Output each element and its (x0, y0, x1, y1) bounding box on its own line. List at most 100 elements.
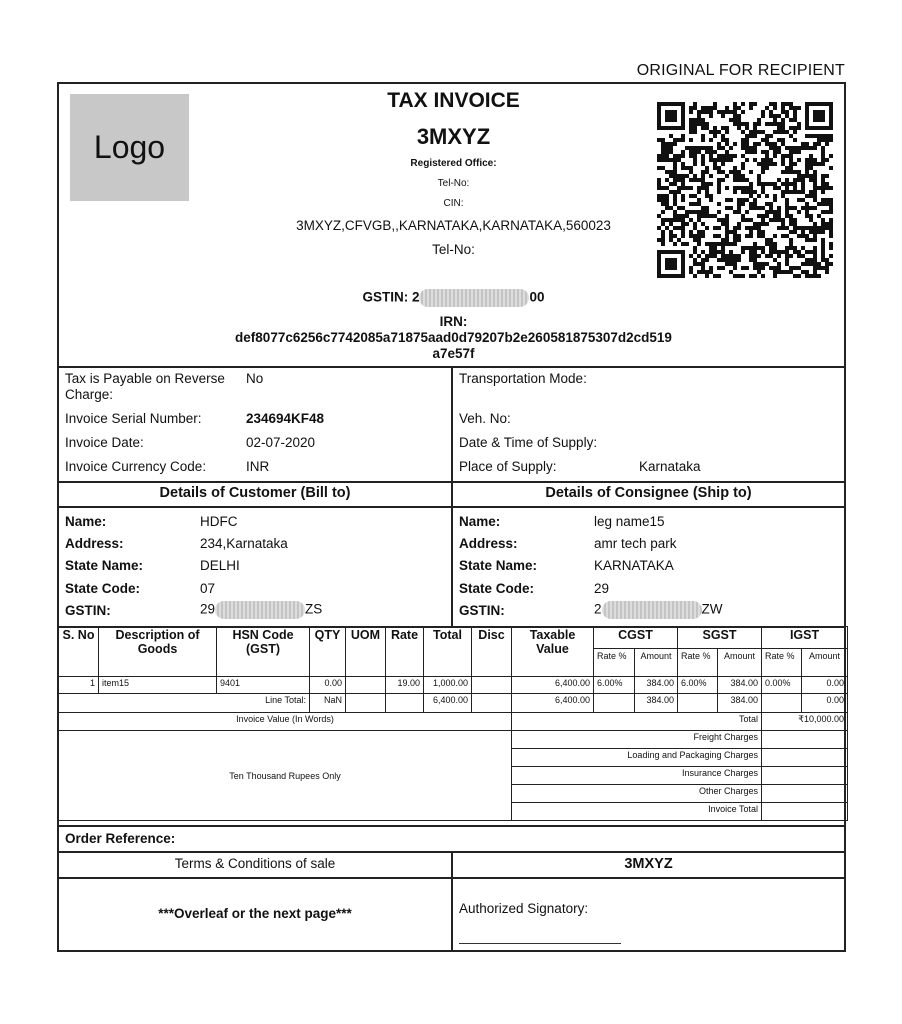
qr-module (769, 250, 773, 254)
qr-module (725, 106, 729, 110)
qr-module (717, 142, 721, 146)
qr-module (761, 250, 765, 254)
qr-module (737, 126, 741, 130)
invoice-value-words-label: Invoice Value (In Words) (58, 712, 512, 731)
qr-module (785, 246, 789, 250)
qr-module (797, 170, 801, 174)
qr-module (713, 234, 717, 238)
qr-module (793, 146, 797, 150)
qr-module (789, 266, 793, 270)
qr-module (733, 170, 737, 174)
qr-module (749, 226, 753, 230)
qr-module (717, 210, 721, 214)
qr-module (713, 246, 717, 250)
qr-module (721, 266, 725, 270)
qr-module (693, 258, 697, 262)
qr-module (733, 174, 737, 178)
qr-module (753, 246, 757, 250)
qr-module (789, 254, 793, 258)
qr-module (801, 186, 805, 190)
qr-module (765, 158, 769, 162)
qr-module (761, 130, 765, 134)
qr-module (665, 142, 669, 146)
qr-module (693, 194, 697, 198)
qr-module (705, 254, 709, 258)
qr-module (781, 138, 785, 142)
qr-module (809, 146, 813, 150)
qr-module (693, 162, 697, 166)
qr-module (661, 194, 665, 198)
qr-module (689, 210, 693, 214)
qr-module (773, 114, 777, 118)
qr-module (697, 198, 701, 202)
qr-module (665, 158, 669, 162)
qr-module (741, 130, 745, 134)
qr-module (709, 254, 713, 258)
qr-module (821, 154, 825, 158)
qr-module (737, 186, 741, 190)
qr-module (673, 226, 677, 230)
qr-module (757, 234, 761, 238)
qr-module (749, 150, 753, 154)
qr-module (777, 206, 781, 210)
qr-module (673, 210, 677, 214)
qr-module (693, 150, 697, 154)
qr-module (701, 118, 705, 122)
qr-module (769, 134, 773, 138)
qr-module (773, 258, 777, 262)
qr-module (785, 254, 789, 258)
qr-module (773, 122, 777, 126)
qr-module (781, 142, 785, 146)
qr-module (693, 202, 697, 206)
qr-module (781, 102, 785, 106)
qr-module (769, 246, 773, 250)
qr-module (721, 114, 725, 118)
invoice-date-value: 02-07-2020 (246, 435, 316, 450)
qr-module (829, 234, 833, 238)
qr-module (661, 218, 665, 222)
qr-module (793, 218, 797, 222)
qr-module (657, 154, 661, 158)
qr-module (681, 162, 685, 166)
qr-module (749, 130, 753, 134)
qr-module (741, 266, 745, 270)
qr-module (817, 274, 821, 278)
qr-module (785, 206, 789, 210)
qr-module (705, 270, 709, 274)
qr-module (681, 198, 685, 202)
qr-module (769, 182, 773, 186)
qr-module (725, 214, 729, 218)
qr-module (793, 106, 797, 110)
qr-module (809, 214, 813, 218)
qr-module (689, 234, 693, 238)
qr-module (661, 230, 665, 234)
qr-module (705, 194, 709, 198)
qr-module (681, 206, 685, 210)
qr-module (753, 146, 757, 150)
qr-module (789, 246, 793, 250)
qr-module (773, 242, 777, 246)
qr-module (701, 138, 705, 142)
col-disc: Disc (471, 626, 512, 677)
qr-module (693, 234, 697, 238)
igst-amount-header: Amount (801, 648, 849, 677)
qr-module (805, 238, 809, 242)
reverse-charge-value: No (246, 371, 264, 386)
qr-module (697, 238, 701, 242)
consignee-state-code: 29 (594, 581, 610, 596)
qr-module (809, 238, 813, 242)
qr-module (677, 186, 681, 190)
signatory-company: 3MXYZ (624, 856, 673, 872)
qr-module (729, 206, 733, 210)
qr-module (813, 198, 817, 202)
qr-module (689, 178, 693, 182)
qr-module (665, 186, 669, 190)
qr-module (717, 218, 721, 222)
qr-module (661, 150, 665, 154)
cell-description: item15 (98, 676, 217, 694)
qr-module (733, 178, 737, 182)
qr-module (661, 198, 665, 202)
qr-module (705, 122, 709, 126)
qr-module (793, 110, 797, 114)
qr-module (733, 190, 737, 194)
